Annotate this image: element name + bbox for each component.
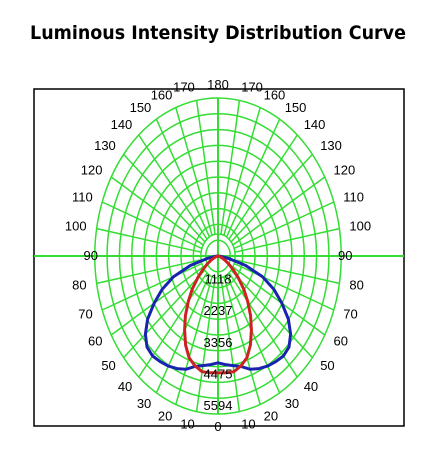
grid-spoke-130-l bbox=[123, 153, 206, 243]
series-curve-2 bbox=[183, 254, 253, 375]
radial-label-5594: 5594 bbox=[204, 398, 233, 413]
angle-label-90-r: 90 bbox=[338, 248, 352, 263]
angle-label-60-l: 60 bbox=[88, 334, 102, 349]
radial-label-2237: 2237 bbox=[204, 303, 233, 318]
angle-label-20-r: 20 bbox=[264, 409, 278, 424]
angle-label-150-l: 150 bbox=[130, 100, 152, 115]
grid-spoke-160-l bbox=[175, 107, 213, 236]
grid-spoke-130-r bbox=[230, 153, 313, 243]
angle-label-50-l: 50 bbox=[101, 358, 115, 373]
angle-label-30-l: 30 bbox=[137, 396, 151, 411]
angle-label-100-r: 100 bbox=[349, 218, 371, 233]
angle-label-110-r: 110 bbox=[343, 190, 364, 205]
grid-spoke-10-r bbox=[220, 277, 241, 412]
angle-label-10-l: 10 bbox=[180, 416, 194, 431]
angle-label-70-r: 70 bbox=[343, 307, 357, 322]
grid-spoke-30-l bbox=[155, 274, 211, 394]
grid-spoke-140-r bbox=[228, 134, 298, 240]
angle-label-180-r: 180 bbox=[207, 77, 229, 92]
angle-label-150-r: 150 bbox=[285, 100, 307, 115]
polar-grid bbox=[34, 97, 404, 415]
angle-label-0-r: 0 bbox=[214, 419, 221, 434]
angle-label-60-r: 60 bbox=[334, 334, 348, 349]
grid-spoke-120-r bbox=[232, 176, 326, 246]
curves bbox=[143, 254, 293, 375]
grid-spoke-150-l bbox=[155, 118, 211, 238]
angle-label-80-l: 80 bbox=[72, 278, 86, 293]
radial-label-3356: 3356 bbox=[204, 335, 233, 350]
angle-label-140-r: 140 bbox=[304, 117, 326, 132]
chart-title: Luminous Intensity Distribution Curve bbox=[30, 22, 406, 44]
radial-label-4475: 4475 bbox=[204, 366, 233, 381]
grid-spoke-100-r bbox=[234, 227, 340, 253]
angle-label-90-l: 90 bbox=[84, 248, 98, 263]
grid-spoke-70-r bbox=[233, 262, 335, 311]
grid-spoke-170-l bbox=[195, 100, 216, 235]
radial-label-1118: 1118 bbox=[205, 272, 232, 287]
grid-spoke-110-l bbox=[101, 201, 203, 250]
grid-spoke-170-r bbox=[220, 100, 241, 235]
grid-spoke-40-l bbox=[138, 272, 208, 378]
angle-label-100-l: 100 bbox=[65, 218, 87, 233]
angle-label-110-l: 110 bbox=[72, 190, 93, 205]
grid-spoke-20-r bbox=[223, 276, 261, 405]
grid-spoke-30-r bbox=[225, 274, 281, 394]
grid-spoke-140-l bbox=[138, 134, 208, 240]
grid-spoke-150-r bbox=[225, 118, 281, 238]
angle-label-50-r: 50 bbox=[320, 358, 334, 373]
grid-spoke-60-r bbox=[232, 266, 326, 336]
angle-label-40-r: 40 bbox=[304, 379, 318, 394]
angle-label-170-r: 170 bbox=[241, 80, 263, 95]
grid-spoke-80-r bbox=[234, 259, 340, 285]
series-curve-1 bbox=[143, 254, 293, 371]
grid-spoke-50-r bbox=[230, 269, 313, 359]
angle-label-120-r: 120 bbox=[334, 163, 356, 178]
angle-label-140-l: 140 bbox=[111, 117, 133, 132]
angle-label-10-r: 10 bbox=[241, 416, 255, 431]
angle-label-20-l: 20 bbox=[158, 409, 172, 424]
grid-spoke-40-r bbox=[228, 272, 298, 378]
angle-label-70-l: 70 bbox=[78, 307, 92, 322]
angle-label-40-l: 40 bbox=[118, 379, 132, 394]
angle-label-170-l: 170 bbox=[173, 80, 195, 95]
grid-spoke-60-l bbox=[110, 266, 204, 336]
grid-spoke-20-l bbox=[175, 276, 213, 405]
grid-spoke-120-l bbox=[110, 176, 204, 246]
grid-spoke-110-r bbox=[233, 201, 335, 250]
grid-spoke-70-l bbox=[101, 262, 203, 311]
grid-spoke-100-l bbox=[96, 227, 202, 253]
angle-label-160-r: 160 bbox=[264, 87, 286, 102]
angle-label-80-r: 80 bbox=[349, 278, 363, 293]
grid-spoke-10-l bbox=[195, 277, 216, 412]
grid-spoke-160-r bbox=[223, 107, 261, 236]
angle-label-130-l: 130 bbox=[94, 138, 116, 153]
angle-label-160-l: 160 bbox=[151, 87, 173, 102]
angle-label-130-r: 130 bbox=[320, 138, 342, 153]
grid-spoke-50-l bbox=[123, 269, 206, 359]
angle-label-30-r: 30 bbox=[285, 396, 299, 411]
angle-label-120-l: 120 bbox=[81, 163, 103, 178]
grid-spoke-80-l bbox=[96, 259, 202, 285]
